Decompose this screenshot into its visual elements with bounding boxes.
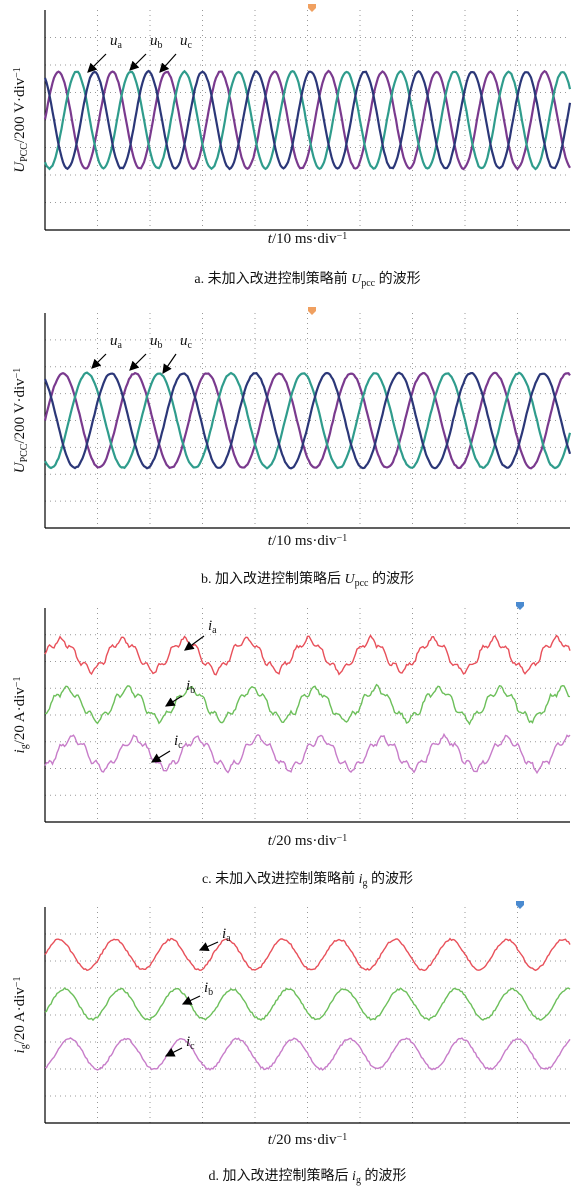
arrow: [163, 354, 176, 373]
label-part: PCC: [19, 443, 30, 462]
label-part: −1: [12, 677, 23, 688]
arrow: [130, 54, 146, 70]
trigger-marker: [308, 4, 316, 12]
label-part: 的波形: [369, 571, 415, 587]
label-part: a. 未加入改进控制策略前: [194, 270, 351, 287]
label-part: 的波形: [368, 871, 414, 887]
label-part: −1: [12, 67, 23, 78]
y-axis-label: ig/20 A·div−1: [12, 977, 30, 1054]
trace-label: uc: [180, 333, 193, 351]
label-part: a: [118, 340, 123, 351]
label-part: a: [226, 933, 231, 944]
caption: c. 未加入改进控制策略前 ig 的波形: [202, 870, 413, 889]
label-part: pcc: [361, 278, 375, 289]
label-part: b: [208, 987, 213, 998]
caption: b. 加入改进控制策略后 Upcc 的波形: [201, 570, 414, 589]
label-part: −1: [12, 977, 23, 988]
label-part: u: [150, 333, 158, 349]
label-part: /20 A·div: [12, 987, 28, 1045]
label-part: u: [150, 33, 158, 49]
label-part: 的波形: [375, 271, 421, 287]
label-part: /20 A·div: [12, 687, 28, 745]
label-part: /10 ms·div: [272, 533, 337, 549]
x-axis-label: t/20 ms·div−1: [268, 1132, 347, 1148]
arrow: [152, 751, 170, 762]
arrow: [88, 54, 106, 72]
figure: uaubucUPCC/200 V·div−1t/10 ms·div−1a. 未加…: [0, 0, 573, 1190]
trace-label: uc: [180, 33, 193, 51]
trace-label: ia: [208, 618, 217, 636]
label-part: u: [110, 333, 118, 349]
label-part: /20 ms·div: [272, 833, 337, 849]
trace-label: ic: [174, 733, 183, 751]
trace-label: ib: [204, 980, 213, 998]
label-part: 的波形: [361, 1168, 407, 1184]
label-part: /200 V·div: [12, 378, 28, 444]
label-part: PCC: [19, 143, 30, 162]
label-part: a: [118, 40, 123, 51]
label-part: −1: [337, 231, 348, 242]
arrow: [130, 354, 146, 370]
arrow: [185, 636, 204, 650]
label-part: d. 加入改进控制策略后: [209, 1167, 353, 1184]
label-part: −1: [12, 368, 23, 379]
label-part: b: [158, 340, 163, 351]
x-axis-label: t/20 ms·div−1: [268, 833, 347, 849]
label-part: b. 加入改进控制策略后: [201, 570, 345, 587]
arrow: [160, 54, 176, 72]
label-part: b: [158, 40, 163, 51]
y-axis-label: UPCC/200 V·div−1: [12, 368, 30, 474]
label-part: c: [190, 1041, 195, 1052]
waveform: [45, 939, 570, 971]
label-part: c: [188, 40, 193, 51]
trace-label: ib: [186, 678, 195, 696]
trigger-marker: [308, 307, 316, 315]
label-part: u: [180, 333, 188, 349]
label-part: −1: [337, 533, 348, 544]
trace-label: ic: [186, 1034, 195, 1052]
label-part: /200 V·div: [12, 77, 28, 143]
label-part: c: [178, 740, 183, 751]
label-part: /10 ms·div: [272, 231, 337, 247]
label-part: pcc: [355, 578, 369, 589]
trace-label: ub: [150, 333, 163, 351]
label-part: /20 ms·div: [272, 1132, 337, 1148]
caption: a. 未加入改进控制策略前 Upcc 的波形: [194, 270, 420, 289]
label-part: b: [190, 685, 195, 696]
arrow: [92, 354, 106, 368]
x-axis-label: t/10 ms·div−1: [268, 533, 347, 549]
label-part: c: [188, 340, 193, 351]
trace-label: ub: [150, 33, 163, 51]
label-part: c. 未加入改进控制策略前: [202, 870, 359, 887]
y-axis-label: ig/20 A·div−1: [12, 677, 30, 754]
trace-label: ia: [222, 926, 231, 944]
x-axis-label: t/10 ms·div−1: [268, 231, 347, 247]
label-part: u: [180, 33, 188, 49]
label-part: −1: [337, 1132, 348, 1143]
caption: d. 加入改进控制策略后 ig 的波形: [209, 1167, 407, 1186]
trace-label: ua: [110, 33, 123, 51]
trace-label: ua: [110, 333, 123, 351]
y-axis-label: UPCC/200 V·div−1: [12, 67, 30, 173]
label-part: a: [212, 625, 217, 636]
label-part: −1: [337, 833, 348, 844]
arrow: [166, 696, 182, 706]
arrow: [200, 942, 218, 950]
label-part: u: [110, 33, 118, 49]
